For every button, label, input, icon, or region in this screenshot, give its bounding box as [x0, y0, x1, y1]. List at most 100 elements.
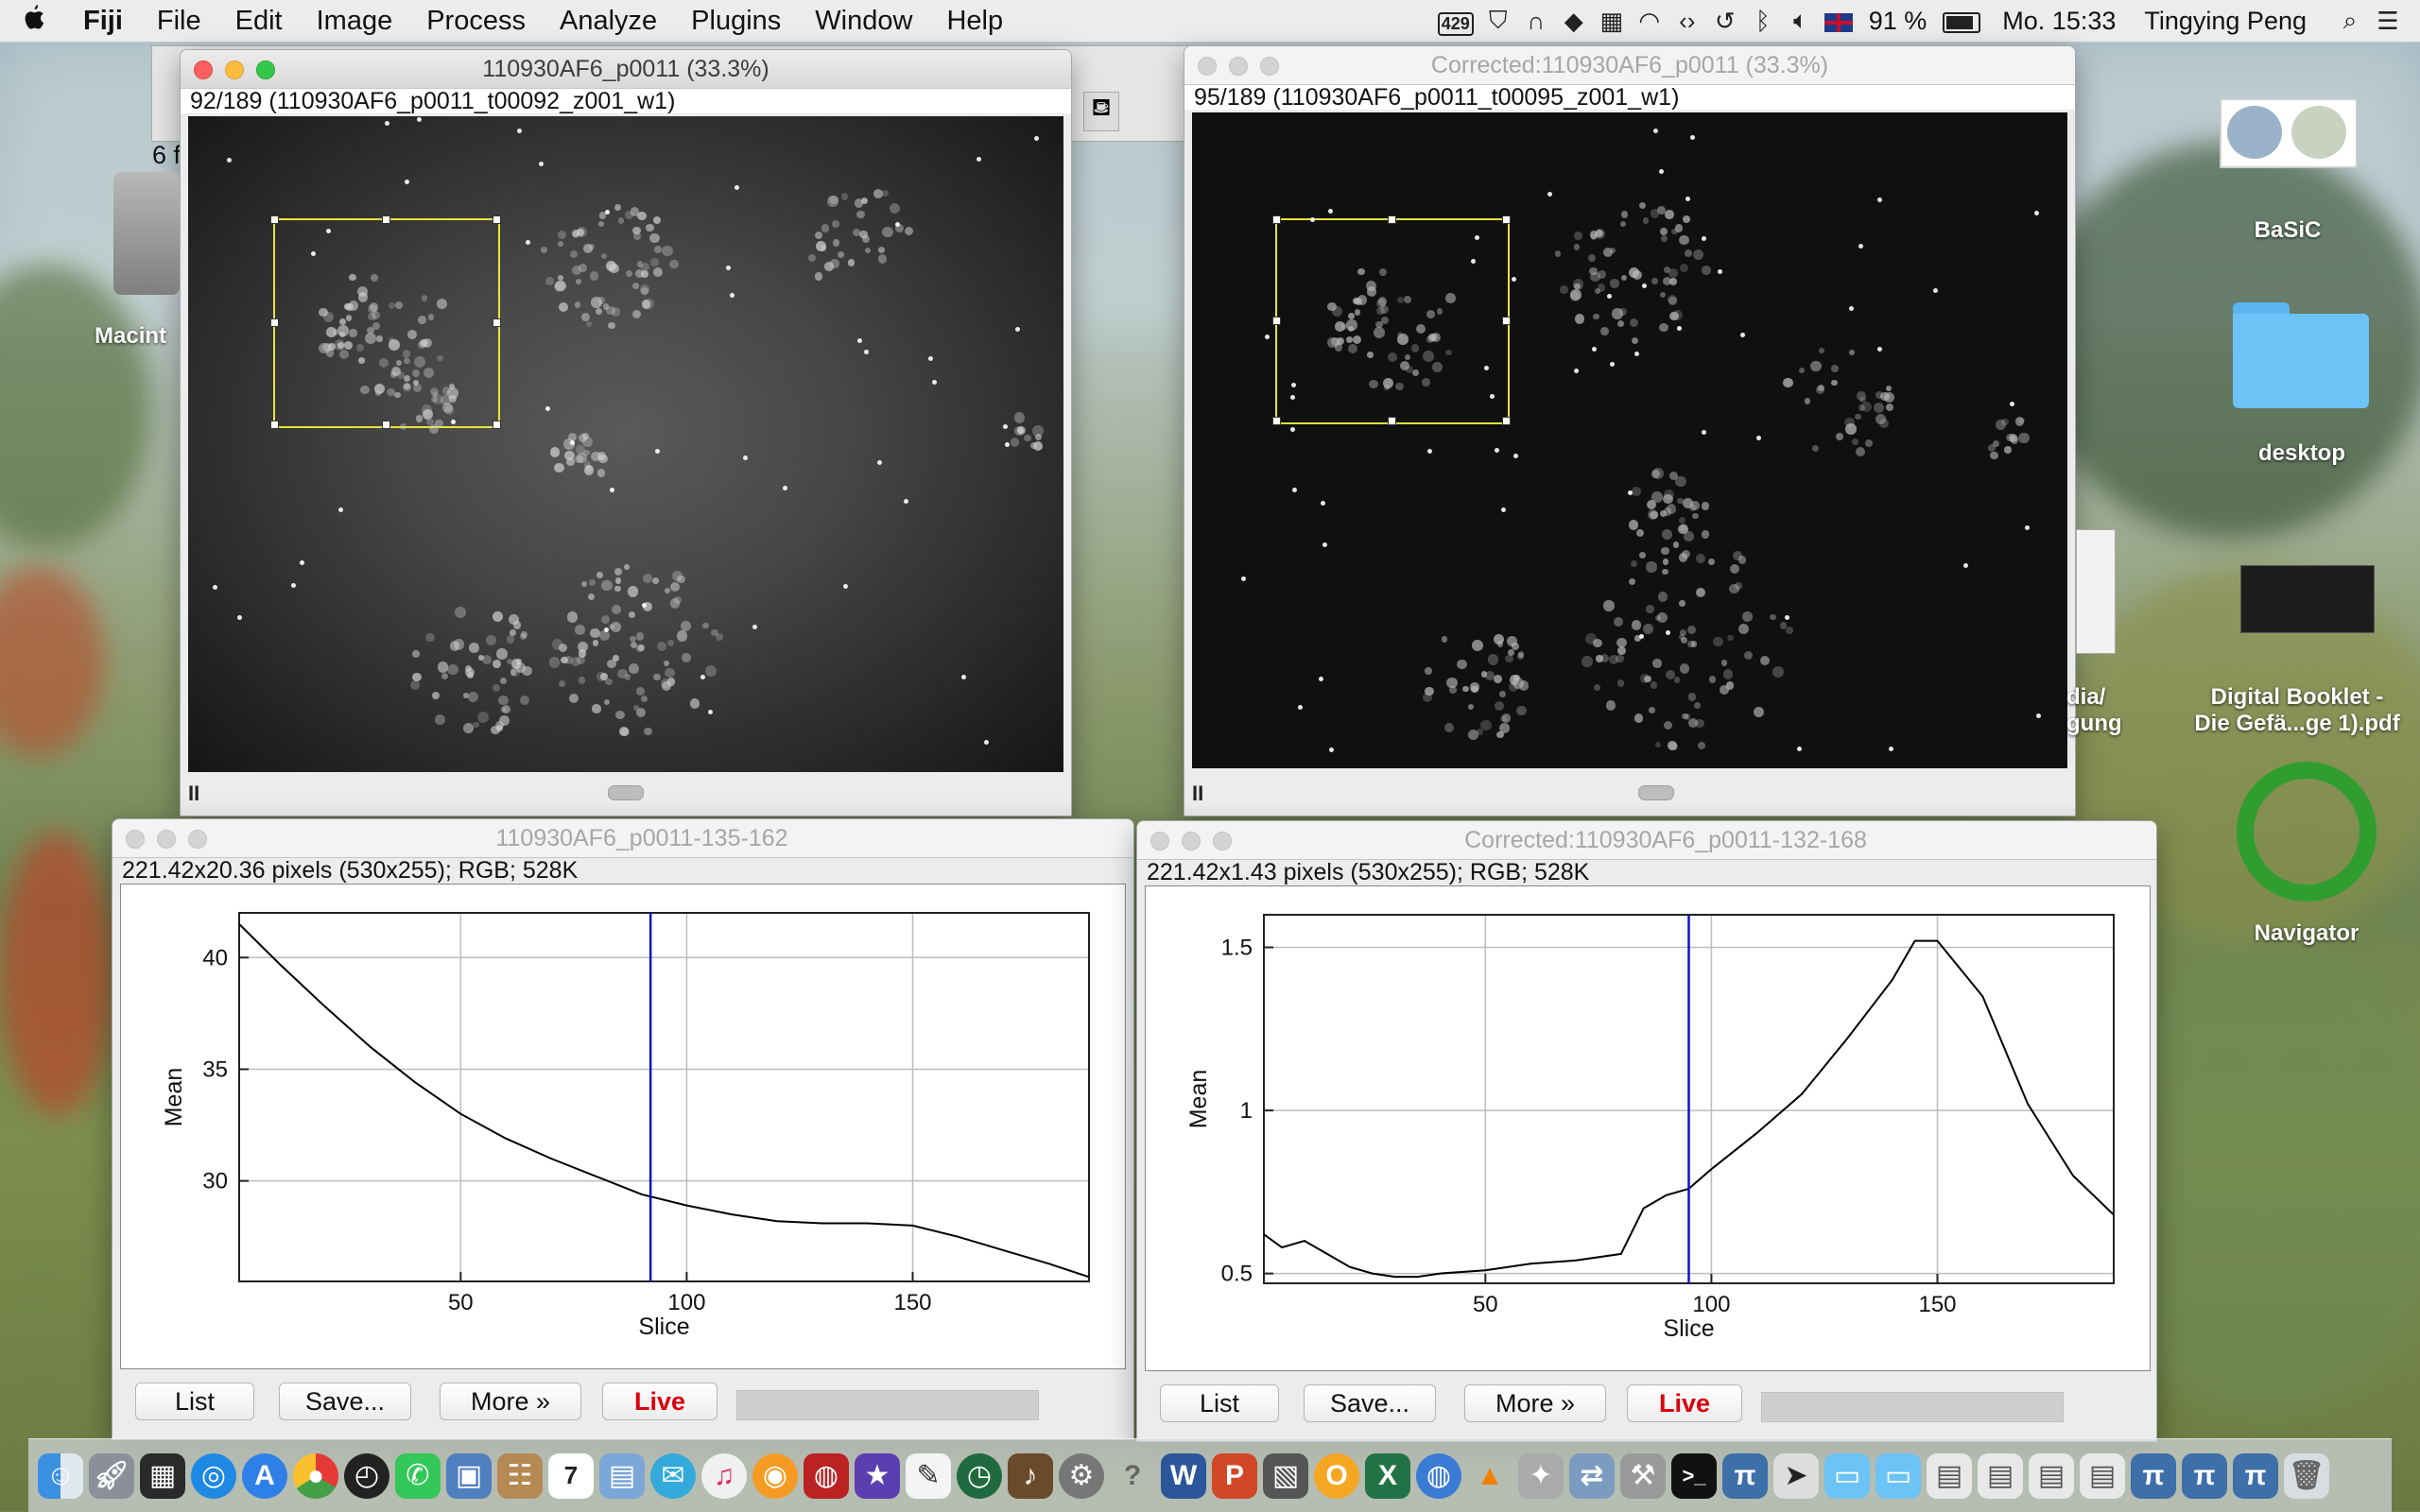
battery-icon[interactable] [1938, 7, 1985, 36]
plot-window-corrected-titlebar[interactable]: Corrected:110930AF6_p0011-132-168 [1137, 821, 2156, 860]
clock[interactable]: Mo. 15:33 [2002, 6, 2117, 35]
roi-handle[interactable] [1272, 215, 1281, 224]
document-stack-icon[interactable]: ▤ [1978, 1452, 2023, 1499]
close-button[interactable] [194, 60, 213, 79]
roi-handle[interactable] [493, 421, 501, 429]
system-preferences-icon[interactable]: ⚙ [1059, 1452, 1104, 1499]
menu-help[interactable]: Help [946, 5, 1004, 36]
wifi-icon[interactable]: ◠ [1638, 6, 1661, 35]
roi-handle[interactable] [382, 421, 390, 429]
desktop-label-media[interactable]: dia/ gung [2066, 684, 2142, 737]
apple-menu-icon[interactable] [0, 3, 66, 39]
document-icon[interactable] [2076, 529, 2116, 654]
garageband-icon[interactable]: ♪ [1008, 1452, 1053, 1499]
menu-file[interactable]: File [156, 5, 201, 36]
contacts-icon[interactable]: ☷ [497, 1452, 543, 1499]
books-icon[interactable]: ◉ [752, 1452, 798, 1499]
fiji-window-icon[interactable]: π [2131, 1452, 2176, 1499]
image-viewer-icon[interactable]: ▧ [1263, 1452, 1308, 1499]
vlc-icon[interactable]: ▲ [1476, 1459, 1504, 1491]
close-button[interactable] [126, 830, 145, 849]
app-store-icon[interactable]: A [242, 1452, 287, 1499]
keyboard-icon[interactable]: ▦ [1599, 6, 1624, 35]
textedit-icon[interactable]: ✎ [906, 1452, 951, 1499]
list-button[interactable]: List [1160, 1384, 1279, 1422]
live-button[interactable]: Live [1627, 1384, 1742, 1422]
minimize-button[interactable] [1182, 832, 1201, 850]
user-name[interactable]: Tingying Peng [2144, 6, 2307, 35]
roi-handle[interactable] [1502, 417, 1511, 425]
minimize-button[interactable] [157, 830, 176, 849]
globe-icon[interactable]: ◍ [1416, 1452, 1461, 1499]
close-button[interactable] [1150, 832, 1169, 850]
volume-icon[interactable]: 🔈︎ [1792, 6, 1808, 34]
document-stack-icon[interactable]: ▤ [2029, 1452, 2074, 1499]
finder-icon[interactable]: ☺ [38, 1452, 83, 1499]
navigator-icon[interactable] [2237, 762, 2377, 902]
headphones-icon[interactable]: ∩ [1527, 6, 1546, 35]
menu-window[interactable]: Window [815, 5, 913, 36]
imovie-icon[interactable]: ★ [855, 1452, 900, 1499]
menu-process[interactable]: Process [426, 5, 526, 36]
close-button[interactable] [1198, 57, 1217, 76]
slider-thumb[interactable] [608, 785, 644, 800]
folder-dock-icon[interactable]: ▭ [1876, 1452, 1921, 1499]
live-button[interactable]: Live [602, 1383, 717, 1420]
search-icon[interactable]: ⌕ [2342, 6, 2358, 34]
hard-drive-icon[interactable] [113, 172, 180, 295]
word-icon[interactable]: W [1161, 1452, 1206, 1499]
more-button[interactable]: More » [1464, 1384, 1606, 1422]
roi-handle[interactable] [1388, 215, 1396, 224]
document-stack-icon[interactable]: ▤ [1927, 1452, 1972, 1499]
chrome-icon[interactable]: ● [293, 1452, 338, 1499]
pause-icon[interactable]: II [1192, 782, 1204, 805]
orange-app-icon[interactable]: O [1314, 1452, 1359, 1499]
code-icon[interactable]: ‹› [1679, 6, 1696, 35]
fiji-window-icon[interactable]: π [2233, 1452, 2278, 1499]
plot-area[interactable]: 50 100 150 0.5 1 1.5 Slice Mean [1145, 885, 2151, 1371]
time-machine-icon[interactable]: ◷ [957, 1452, 1002, 1499]
roi-handle[interactable] [1502, 215, 1511, 224]
roi-handle[interactable] [1272, 417, 1281, 425]
desktop-label-booklet[interactable]: Digital Booklet - Die Gefä...ge 1).pdf [2174, 684, 2420, 737]
roi-handle[interactable] [493, 215, 501, 224]
roi-handle[interactable] [1272, 317, 1281, 325]
menu-image[interactable]: Image [316, 5, 393, 36]
minimize-button[interactable] [1229, 57, 1248, 76]
bluetooth-icon[interactable]: ᛒ [1754, 6, 1771, 35]
folder-dock-icon[interactable]: ▭ [1824, 1452, 1870, 1499]
zoom-button[interactable] [1260, 57, 1279, 76]
fiji-icon[interactable]: π [1722, 1452, 1768, 1499]
safari-icon[interactable]: ◎ [191, 1452, 236, 1499]
roi-handle[interactable] [1388, 417, 1396, 425]
desktop-label-basic[interactable]: BaSiC [2254, 217, 2322, 243]
folder-icon[interactable] [2233, 302, 2369, 410]
launchpad-icon[interactable]: 🚀︎ [89, 1452, 134, 1499]
more-button[interactable]: More » [440, 1383, 581, 1420]
save-button[interactable]: Save... [279, 1383, 411, 1420]
plot-window-raw-titlebar[interactable]: 110930AF6_p0011-135-162 [112, 819, 1133, 858]
minimize-button[interactable] [225, 60, 244, 79]
list-button[interactable]: List [135, 1383, 254, 1420]
stack-slider[interactable]: II [1184, 776, 2075, 810]
excel-icon[interactable]: X [1365, 1452, 1410, 1499]
menu-edit[interactable]: Edit [234, 5, 283, 36]
save-button[interactable]: Save... [1304, 1384, 1436, 1422]
preview-icon[interactable]: ▣ [446, 1452, 492, 1499]
desktop-label-macintosh[interactable]: Macint [95, 323, 167, 349]
calendar-icon[interactable]: 7 [548, 1452, 594, 1499]
utility-icon[interactable]: ✦ [1518, 1452, 1564, 1499]
messages-icon[interactable]: ✉ [650, 1452, 696, 1499]
menu-plugins[interactable]: Plugins [691, 5, 782, 36]
image-window-raw-titlebar[interactable]: 110930AF6_p0011 (33.3%) [181, 50, 1071, 89]
roi-handle[interactable] [382, 215, 390, 224]
desktop-label-navigator[interactable]: Navigator [2254, 920, 2360, 946]
fiji-window-icon[interactable]: π [2182, 1452, 2227, 1499]
desktop-label-desktop[interactable]: desktop [2257, 440, 2345, 466]
powerpoint-icon[interactable]: P [1212, 1452, 1257, 1499]
roi-handle[interactable] [493, 318, 501, 327]
mail-badge-icon[interactable]: 429 [1432, 7, 1479, 36]
time-machine-icon[interactable]: ↺ [1714, 6, 1736, 35]
notification-center-icon[interactable]: ☰ [2377, 6, 2399, 35]
toolbar-tool-button[interactable]: ⛾ [1083, 92, 1119, 131]
